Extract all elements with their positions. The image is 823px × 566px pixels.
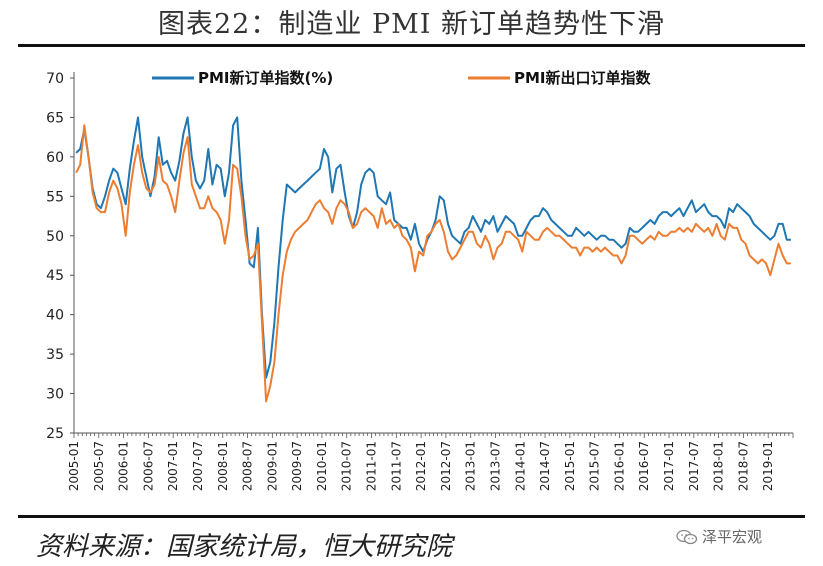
- x-tick-label: 2006-07: [141, 441, 155, 491]
- x-tick-label: 2010-07: [340, 441, 354, 491]
- watermark: 泽平宏观: [676, 526, 762, 547]
- x-tick-label: 2015-07: [588, 441, 602, 491]
- x-tick-label: 2016-01: [612, 441, 626, 491]
- watermark-label: 泽平宏观: [702, 528, 763, 546]
- top-rule: [18, 44, 805, 47]
- x-tick-label: 2009-01: [265, 441, 279, 491]
- y-tick-label: 35: [46, 347, 64, 363]
- x-tick-label: 2011-07: [389, 441, 403, 491]
- x-tick-label: 2015-01: [563, 441, 577, 491]
- y-tick-label: 25: [46, 426, 64, 442]
- x-tick-label: 2013-01: [464, 441, 478, 491]
- legend-label-0: PMI新订单指数(%): [198, 69, 333, 87]
- x-tick-label: 2017-01: [662, 441, 676, 491]
- x-tick-label: 2007-07: [191, 441, 205, 491]
- x-tick-label: 2009-07: [290, 441, 304, 491]
- x-tick-label: 2016-07: [637, 441, 651, 491]
- wechat-icon: [676, 529, 698, 544]
- y-tick-label: 70: [46, 71, 64, 87]
- series-line-1: [75, 124, 791, 403]
- y-tick-label: 40: [46, 308, 64, 324]
- x-tick-label: 2005-07: [92, 441, 106, 491]
- x-tick-label: 2017-07: [687, 441, 701, 491]
- x-tick-label: 2010-01: [315, 441, 329, 491]
- x-tick-label: 2012-07: [439, 441, 453, 491]
- y-tick-label: 65: [46, 110, 64, 126]
- x-tick-label: 2008-07: [241, 441, 255, 491]
- x-tick-label: 2008-01: [216, 441, 230, 491]
- y-tick-label: 30: [46, 387, 64, 403]
- y-tick-label: 60: [46, 150, 64, 166]
- x-tick-label: 2006-01: [117, 441, 131, 491]
- x-tick-label: 2014-07: [538, 441, 552, 491]
- chart-series: [75, 116, 791, 403]
- legend-label-1: PMI新出口订单指数: [514, 69, 652, 87]
- x-tick-label: 2007-01: [166, 441, 180, 491]
- chart-axes: 25 30 35 40 45 50 55 60 65 70 2005-01 2005-07 2006-0…: [46, 71, 794, 491]
- x-tick-label: 2013-07: [488, 441, 502, 491]
- x-tick-label: 2014-01: [513, 441, 527, 491]
- x-tick-label: 2011-01: [365, 441, 379, 491]
- x-tick-label: 2018-01: [712, 441, 726, 491]
- line-chart: 25 30 35 40 45 50 55 60 65 70 2005-01 2005-07 2006-0…: [46, 69, 794, 491]
- y-tick-label: 55: [46, 189, 64, 205]
- x-tick-label: 2019-01: [761, 441, 775, 491]
- chart-legend: PMI新订单指数(%) PMI新出口订单指数: [152, 69, 652, 87]
- y-tick-label: 45: [46, 268, 64, 284]
- x-tick-label: 2012-01: [414, 441, 428, 491]
- source-note: 资料来源：国家统计局，恒大研究院: [36, 532, 453, 562]
- x-tick-label: 2005-01: [67, 441, 81, 491]
- x-tick-label: 2018-07: [736, 441, 750, 491]
- chart-title: 图表22：制造业 PMI 新订单趋势性下滑: [158, 9, 665, 40]
- bottom-rule: [18, 515, 805, 518]
- y-tick-label: 50: [46, 229, 64, 245]
